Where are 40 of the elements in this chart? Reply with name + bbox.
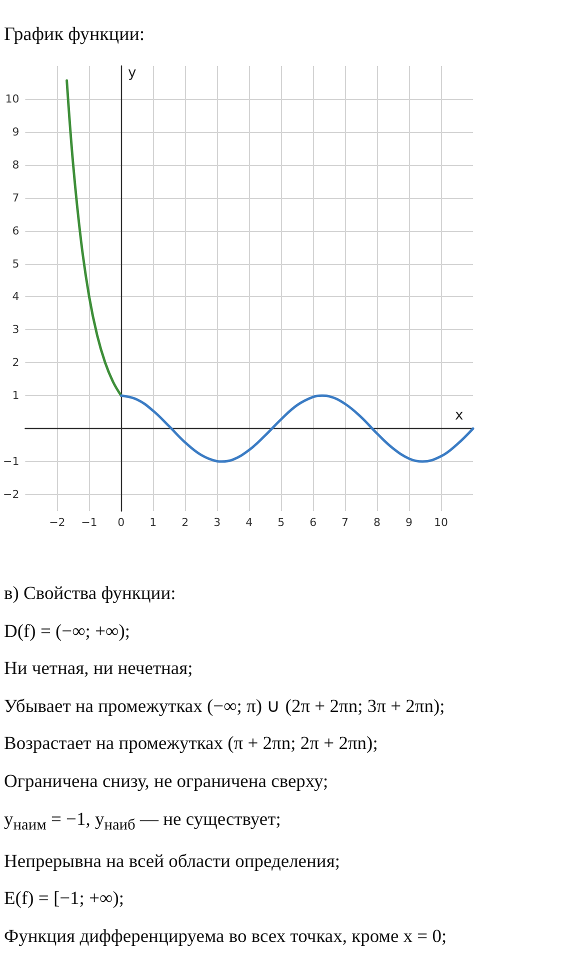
x-tick-label: −1 (81, 516, 98, 529)
y-tick-label: 5 (12, 257, 20, 270)
chart-title: График функции: (4, 24, 145, 46)
x-tick-label: 2 (182, 516, 189, 529)
text: D(f) = (−∞; +∞); (4, 620, 131, 644)
text: y$_{наим}$ = −1, y$_{наиб}$ — не существует; (4, 808, 282, 836)
x-tick-label: 8 (374, 516, 381, 529)
y-tick-label: 7 (12, 191, 20, 204)
x-tick-label: 3 (214, 516, 221, 529)
y-tick-label: 9 (12, 125, 20, 138)
line-series (66, 79, 122, 397)
x-tick-label: 4 (246, 516, 253, 529)
x-tick-label: 10 (434, 516, 448, 529)
text: E(f) = [−1; +∞); (4, 888, 125, 912)
x-tick-label: 9 (406, 516, 413, 529)
y-tick-label: 10 (5, 92, 20, 106)
y-tick-label: 1 (12, 389, 20, 402)
x-tick-label: 6 (310, 516, 317, 529)
text: Ни четная, ни нечетная; (4, 658, 194, 682)
x-axis-title: x (455, 408, 464, 424)
y-tick-label: 3 (12, 323, 20, 336)
x-tick-label: −2 (49, 516, 66, 529)
x-tick-label: 7 (342, 516, 349, 529)
text: Непрерывна на всей области определения; (4, 850, 341, 874)
y-axis-title: y (128, 65, 136, 81)
x-tick-label: 0 (118, 516, 125, 529)
text: в) Свойства функции: (4, 583, 177, 606)
y-tick-label: 4 (12, 290, 20, 304)
y-tick-label: −2 (2, 488, 20, 502)
text: Убывает на промежутках (−∞; π) ∪ (2π + 2πn; 3π + 2πn); (4, 696, 446, 719)
y-tick-label: −1 (2, 455, 20, 468)
line-series (120, 394, 474, 463)
y-tick-label: 6 (12, 224, 20, 238)
text: Функция дифференцируема во всех точках, кроме x = 0; (4, 926, 447, 950)
x-tick-label: 5 (278, 516, 285, 529)
text: Возрастает на промежутках (π + 2πn; 2π + 2πn); (4, 733, 379, 756)
y-tick-label: 2 (12, 356, 20, 370)
x-tick-label: 1 (150, 516, 157, 529)
text: Ограничена снизу, не ограничена сверху; (4, 770, 330, 794)
y-tick-label: 8 (12, 158, 20, 172)
